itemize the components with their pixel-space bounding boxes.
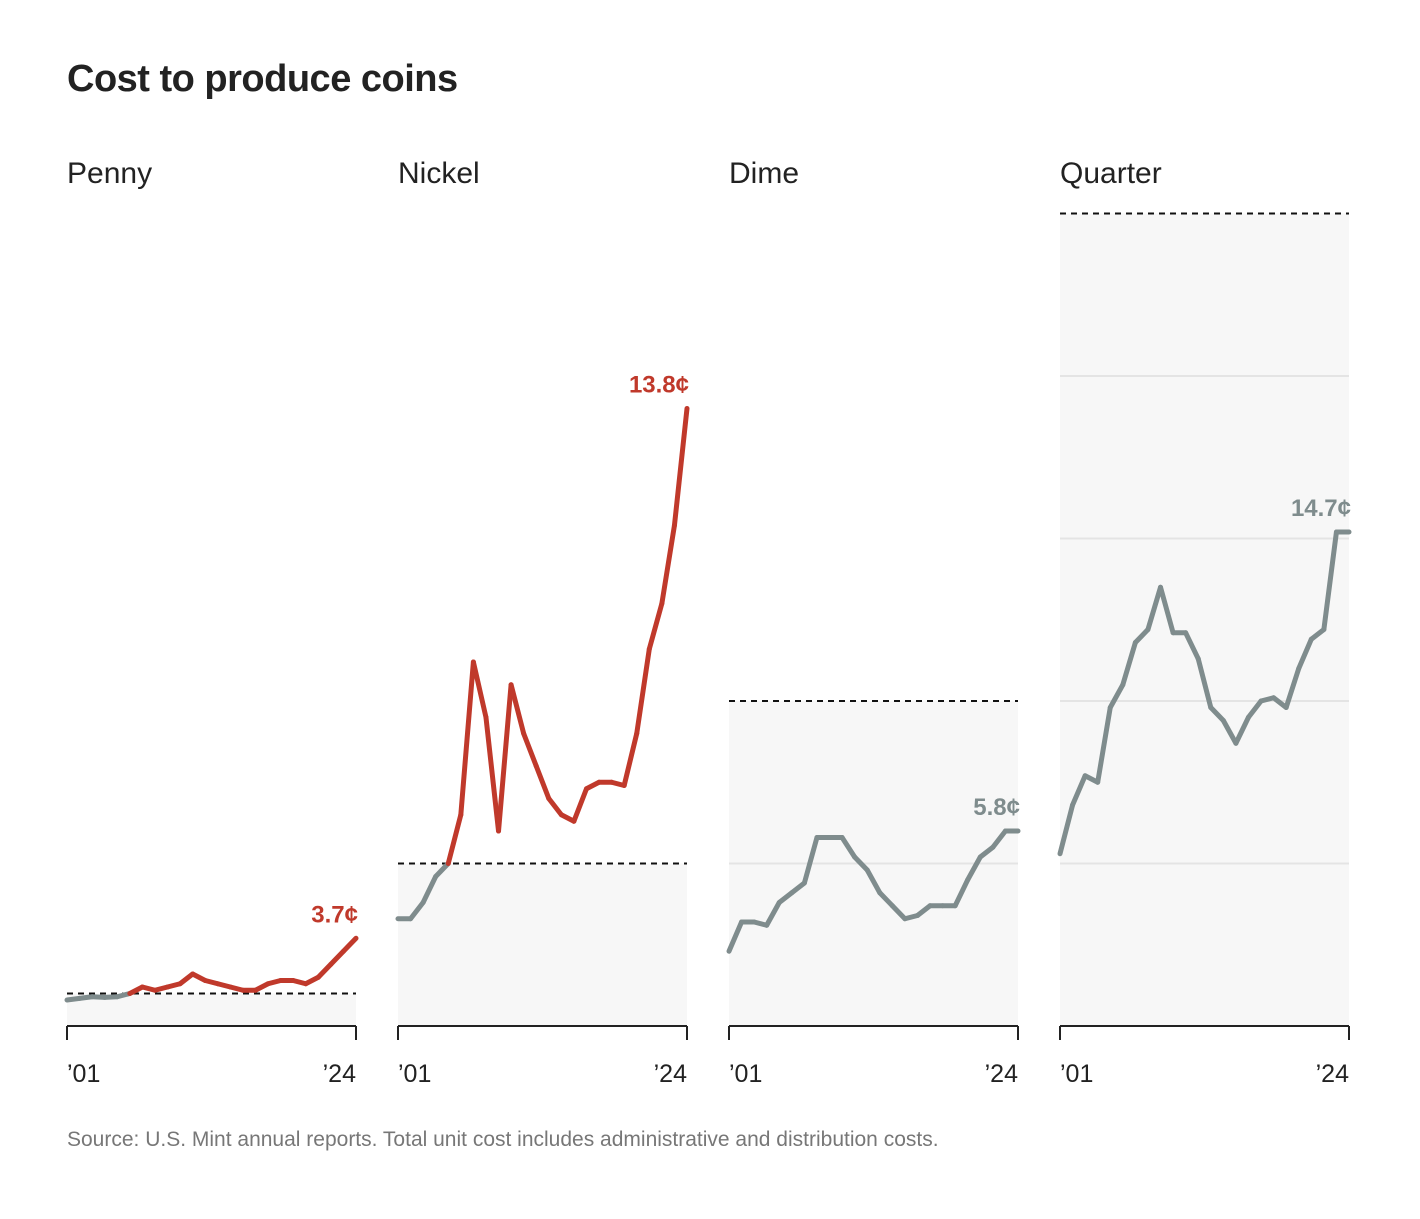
series-segment (776, 890, 795, 905)
series-segment (1220, 718, 1239, 746)
x-tick-label-start: ’01 (1060, 1060, 1093, 1088)
series-segment (914, 903, 933, 918)
series-segment (1095, 705, 1113, 785)
series-segment (621, 731, 640, 788)
series-segment (1308, 627, 1327, 642)
panel-title: Dime (729, 157, 799, 190)
series-segment (877, 890, 895, 909)
series-segment (965, 854, 983, 883)
chart-title: Cost to produce coins (67, 58, 458, 100)
panel-title: Penny (67, 157, 152, 190)
panel-dime: Dime ’01 ’24 5.8¢ (726, 157, 1021, 1088)
face-value-band (1060, 213, 1349, 1026)
series-segment (508, 682, 527, 736)
series-segment (1208, 705, 1226, 723)
series-segment (1245, 698, 1264, 720)
series-segment (1296, 636, 1314, 671)
series-segment (1233, 714, 1251, 746)
end-value-label: 13.8¢ (629, 372, 689, 399)
x-tick-label-start: ’01 (398, 1060, 431, 1088)
panel-nickel: Nickel ’01 ’24 13.8¢ (395, 157, 690, 1088)
series-segment (864, 867, 883, 896)
panel-title: Nickel (398, 157, 480, 190)
series-segment (458, 659, 476, 818)
x-tick-label-end: ’24 (1316, 1060, 1349, 1088)
small-multiples-chart: Penny ’01 ’24 3.7¢ Nickel ’01 ’24 13.8¢ Dime ’01 ’… (64, 157, 1352, 1088)
x-tick-label-end: ’24 (985, 1060, 1018, 1088)
series-segment (852, 854, 870, 873)
series-segment (470, 659, 489, 720)
x-tick-label-start: ’01 (67, 1060, 100, 1088)
series-segment (1145, 584, 1164, 632)
series-segment (977, 844, 996, 860)
end-value-label: 5.8¢ (973, 794, 1020, 821)
series-segment (420, 874, 439, 905)
series-segment (659, 523, 677, 606)
series-segment (483, 714, 502, 834)
series-segment (328, 948, 346, 967)
series-segment (177, 971, 196, 987)
series-segment (671, 406, 690, 528)
series-segment (952, 877, 971, 909)
panel-quarter: Quarter ’01 ’24 14.7¢ (1057, 157, 1352, 1088)
series-segment (646, 601, 665, 652)
series-segment (839, 835, 858, 860)
series-segment (445, 812, 464, 866)
series-segment (533, 763, 552, 801)
series-segment (1283, 666, 1302, 710)
series-segment (1057, 802, 1076, 857)
end-value-label: 14.7¢ (1291, 495, 1351, 522)
face-value-band (398, 863, 687, 1026)
series-segment (1132, 627, 1151, 645)
series-segment (496, 682, 514, 834)
series-segment (990, 828, 1008, 850)
series-segment (521, 731, 539, 769)
series-segment (634, 646, 652, 736)
series-segment (1183, 630, 1201, 662)
x-tick-label-start: ’01 (729, 1060, 762, 1088)
series-segment (1107, 682, 1126, 710)
series-segment (889, 903, 908, 922)
series-segment (340, 935, 359, 954)
x-tick-label-end: ’24 (654, 1060, 687, 1088)
series-segment (433, 861, 451, 879)
panel-title: Quarter (1060, 157, 1162, 190)
series-segment (789, 880, 807, 896)
series-segment (1070, 773, 1088, 808)
series-segment (408, 900, 426, 922)
series-segment (1195, 656, 1214, 710)
series-segment (571, 786, 589, 824)
series-segment (546, 796, 564, 818)
series-segment (726, 919, 745, 954)
series-segment (1158, 584, 1176, 636)
series-segment (801, 835, 820, 886)
series-segment (315, 961, 334, 980)
source-note: Source: U.S. Mint annual reports. Total … (67, 1128, 939, 1151)
panel-penny: Penny ’01 ’24 3.7¢ (64, 157, 359, 1088)
series-segment (1120, 640, 1138, 688)
series-segment (1321, 529, 1339, 632)
end-value-label: 3.7¢ (311, 901, 358, 928)
x-tick-label-end: ’24 (323, 1060, 356, 1088)
series-segment (764, 900, 782, 928)
